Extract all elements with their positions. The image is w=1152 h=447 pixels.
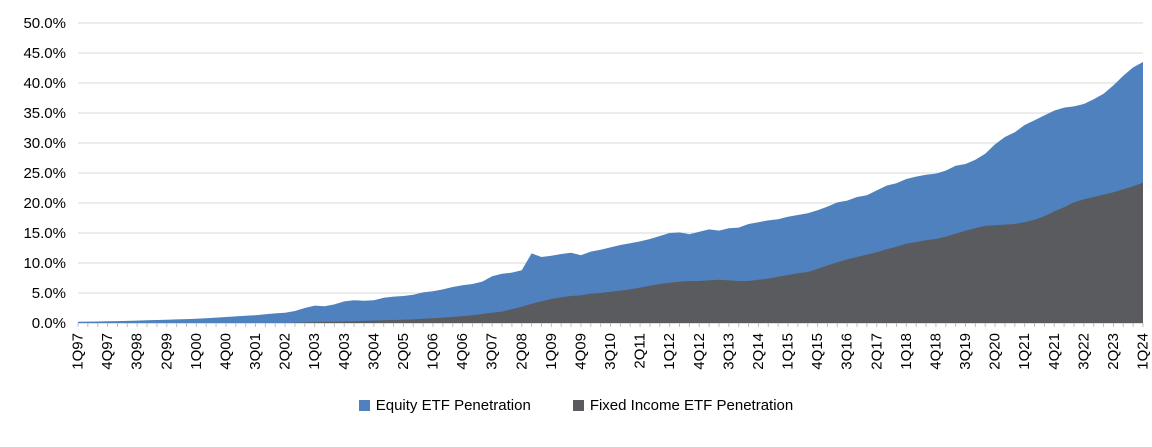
x-tick-label: 4Q06 [454, 333, 471, 370]
y-tick-label: 50.0% [23, 15, 66, 32]
x-tick-label: 3Q07 [484, 333, 501, 370]
y-tick-label: 30.0% [23, 135, 66, 152]
x-tick-label: 3Q01 [247, 333, 264, 370]
legend-item-equity: Equity ETF Penetration [358, 397, 531, 414]
x-tick-label: 2Q17 [868, 333, 885, 370]
y-tick-label: 35.0% [23, 105, 66, 122]
x-tick-label: 4Q18 [927, 333, 944, 370]
x-tick-label: 2Q99 [158, 333, 175, 370]
x-tick-label: 1Q06 [425, 333, 442, 370]
x-tick-label: 4Q12 [691, 333, 708, 370]
x-tick-label: 3Q16 [839, 333, 856, 370]
x-tick-label: 1Q00 [188, 333, 205, 370]
x-tick-label: 1Q09 [543, 333, 560, 370]
x-tick-label: 3Q98 [129, 333, 146, 370]
y-tick-label: 40.0% [23, 75, 66, 92]
x-tick-label: 2Q02 [277, 333, 294, 370]
equity-swatch-icon [358, 400, 370, 411]
x-tick-label: 2Q11 [632, 333, 649, 369]
chart-legend: Equity ETF Penetration Fixed Income ETF … [0, 398, 1152, 413]
x-tick-label: 2Q14 [750, 333, 767, 370]
x-tick-label: 1Q15 [780, 333, 797, 370]
fixed-income-area-series [78, 182, 1143, 323]
x-tick-label: 4Q15 [809, 333, 826, 370]
x-tick-label: 3Q22 [1075, 333, 1092, 370]
y-tick-label: 25.0% [23, 165, 66, 182]
legend-label-equity: Equity ETF Penetration [375, 397, 531, 414]
legend-label-fixed-income: Fixed Income ETF Penetration [589, 397, 794, 414]
y-tick-label: 0.0% [32, 315, 66, 332]
y-tick-label: 45.0% [23, 45, 66, 62]
x-tick-label: 3Q13 [720, 333, 737, 370]
x-tick-label: 3Q19 [957, 333, 974, 370]
x-tick-label: 1Q03 [306, 333, 323, 370]
x-tick-label: 4Q09 [572, 333, 589, 370]
x-tick-label: 4Q00 [217, 333, 234, 370]
x-tick-label: 3Q04 [365, 333, 382, 370]
x-tick-label: 2Q08 [513, 333, 530, 370]
legend-item-fixed-income: Fixed Income ETF Penetration [572, 397, 794, 414]
x-tick-label: 2Q20 [987, 333, 1004, 370]
x-tick-label: 2Q23 [1105, 333, 1122, 370]
x-tick-label: 4Q03 [336, 333, 353, 370]
x-tick-label: 1Q12 [661, 333, 678, 370]
y-tick-label: 10.0% [23, 255, 66, 272]
x-tick-label: 3Q10 [602, 333, 619, 370]
y-tick-label: 15.0% [23, 225, 66, 242]
x-tick-label: 1Q97 [70, 333, 87, 370]
y-tick-label: 20.0% [23, 195, 66, 212]
x-tick-label: 4Q97 [99, 333, 116, 370]
x-tick-label: 1Q18 [898, 333, 915, 370]
x-tick-label: 2Q05 [395, 333, 412, 370]
x-tick-label: 4Q21 [1046, 333, 1063, 370]
x-tick-label: 1Q24 [1135, 333, 1152, 370]
x-tick-label: 1Q21 [1016, 333, 1033, 370]
y-tick-label: 5.0% [32, 285, 66, 302]
fixed-income-swatch-icon [572, 400, 584, 411]
